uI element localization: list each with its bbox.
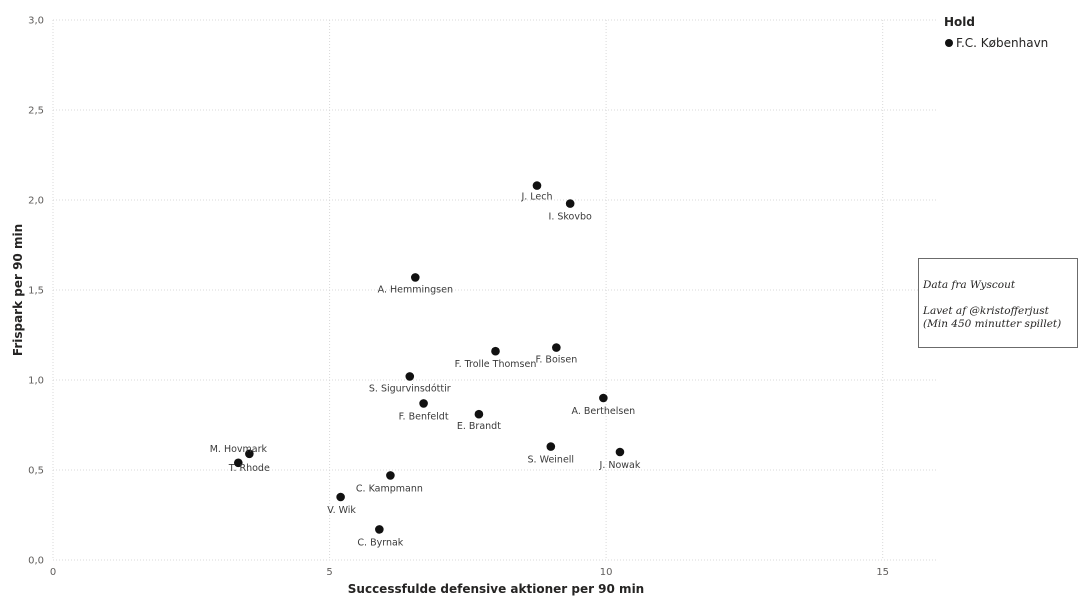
y-tick-label: 0,0 <box>28 556 44 567</box>
annotation-box: Data fra Wyscout Lavet af @kristofferjus… <box>918 258 1078 348</box>
legend-title: Hold <box>944 15 975 29</box>
point-v-wik[interactable] <box>336 492 345 502</box>
annotation-note: (Min 450 minutter spillet) <box>923 318 1062 330</box>
point-label-a-berthelsen: A. Berthelsen <box>572 406 636 417</box>
grid-lines <box>52 19 938 561</box>
point-label-j-lech: J. Lech <box>520 192 552 203</box>
y-tick-label: 3,0 <box>28 16 44 27</box>
point-label-c-byrnak: C. Byrnak <box>357 537 403 548</box>
y-tick-label: 2,0 <box>28 196 44 207</box>
y-tick-label: 0,5 <box>28 466 44 477</box>
legend: Hold F.C. København <box>944 15 1048 50</box>
annotation-author: Lavet af @kristofferjust <box>923 305 1049 317</box>
point-e-brandt[interactable] <box>474 409 484 419</box>
point-a-hemmingsen[interactable] <box>410 273 420 282</box>
point-s-weinell[interactable] <box>546 442 556 451</box>
y-axis-title: Frispark per 90 min <box>11 224 25 356</box>
point-f-benfeldt[interactable] <box>419 399 428 408</box>
x-tick-label: 0 <box>50 567 56 578</box>
point-label-s-weinell: S. Weinell <box>528 455 575 466</box>
point-j-nowak[interactable] <box>615 447 625 457</box>
x-tick-label: 5 <box>326 567 332 578</box>
point-f-boisen[interactable] <box>552 343 561 352</box>
point-label-v-wik: V. Wik <box>327 505 356 516</box>
point-label-f-boisen: F. Boisen <box>535 355 577 366</box>
point-j-lech[interactable] <box>532 181 542 190</box>
y-tick-label: 2,5 <box>28 106 44 117</box>
y-axis-ticks: 0,0 0,5 1,0 1,5 2,0 2,5 3,0 <box>28 16 44 567</box>
point-t-rhode[interactable] <box>233 458 243 468</box>
point-label-f-trolle-thomsen: F. Trolle Thomsen <box>455 359 537 370</box>
point-c-byrnak[interactable] <box>375 525 384 534</box>
point-m-hovmark[interactable] <box>245 449 254 459</box>
point-label-t-rhode: T. Rhode <box>228 463 270 474</box>
point-f-trolle-thomsen[interactable] <box>491 346 500 356</box>
legend-marker <box>945 39 953 47</box>
legend-item-fc-kobenhavn: F.C. København <box>956 36 1048 50</box>
x-tick-label: 10 <box>600 567 613 578</box>
point-a-berthelsen[interactable] <box>599 393 608 403</box>
point-label-e-brandt: E. Brandt <box>457 421 501 432</box>
x-axis-title: Successfulde defensive aktioner per 90 m… <box>348 582 644 596</box>
point-label-f-benfeldt: F. Benfeldt <box>399 411 449 422</box>
x-tick-label: 15 <box>876 567 889 578</box>
annotation-source: Data fra Wyscout <box>923 279 1016 291</box>
point-label-s-sigurvinsd-ttir: S. Sigurvinsdóttir <box>369 383 451 394</box>
point-i-skovbo[interactable] <box>565 199 575 208</box>
point-label-i-skovbo: I. Skovbo <box>549 212 592 223</box>
y-tick-label: 1,5 <box>28 286 44 297</box>
point-c-kampmann[interactable] <box>386 471 395 480</box>
point-label-j-nowak: J. Nowak <box>599 460 641 471</box>
point-label-m-hovmark: M. Hovmark <box>210 444 268 455</box>
point-s-sigurvinsd-ttir[interactable] <box>405 372 415 381</box>
point-label-a-hemmingsen: A. Hemmingsen <box>378 284 453 295</box>
y-tick-label: 1,0 <box>28 376 44 387</box>
x-axis-ticks: 0 5 10 15 <box>50 567 889 578</box>
point-label-c-kampmann: C. Kampmann <box>356 483 423 494</box>
